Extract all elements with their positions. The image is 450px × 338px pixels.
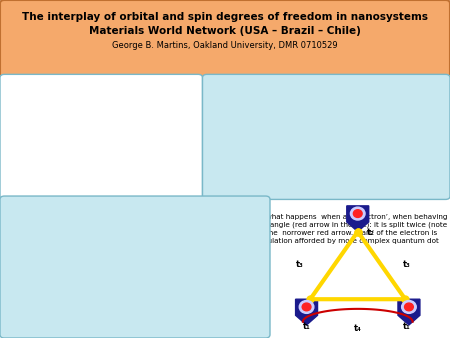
Circle shape (401, 300, 416, 313)
Text: t₁: t₁ (403, 322, 411, 332)
B=0.0 (15, 170, 21, 174)
B=0.06U (150, 131, 155, 136)
Text: : results at left show the effect over the current going through a carbon nanotu: : results at left show the effect over t… (216, 84, 447, 137)
Text: Materials World Network (USA – Brazil – Chile): Materials World Network (USA – Brazil – … (89, 26, 361, 36)
B=0.02U (186, 177, 192, 182)
Line: B=0.06U: B=0.06U (18, 134, 189, 183)
B=0.06U (15, 180, 21, 185)
Legend: B=0.0, B=0.02U, B=0.06U: B=0.0, B=0.02U, B=0.06U (132, 86, 185, 117)
B=0.0 (58, 81, 63, 85)
Text: t₃: t₃ (296, 260, 303, 269)
B=0.0 (24, 165, 29, 169)
B=0.0 (99, 161, 104, 165)
B=0.02U (99, 173, 104, 177)
Line: B=0.0: B=0.0 (18, 83, 189, 172)
B=0.02U (57, 106, 62, 110)
X-axis label: N: N (100, 209, 107, 218)
B=0.02U (150, 126, 155, 130)
Polygon shape (347, 206, 369, 232)
B=0.02U (94, 173, 99, 177)
B=0.02U (24, 175, 29, 179)
B=0.06U (186, 180, 192, 185)
Circle shape (353, 210, 362, 217)
B=0.0 (186, 170, 192, 174)
B=0.06U (94, 178, 99, 183)
B=0.06U (24, 179, 29, 183)
B=0.06U (99, 179, 104, 183)
Text: t₄: t₄ (354, 324, 362, 333)
Text: t₃: t₃ (403, 260, 411, 269)
Text: : The figure in the right shows a cartoon of a numerical simulation  of what hap: : The figure in the right shows a cartoo… (14, 214, 448, 251)
Text: The interplay of orbital and spin degrees of freedom in nanosystems: The interplay of orbital and spin degree… (22, 12, 428, 22)
Polygon shape (296, 299, 318, 325)
B=0.0 (181, 167, 187, 171)
Text: t₁: t₁ (303, 322, 310, 332)
Circle shape (299, 300, 314, 313)
Line: B=0.02U: B=0.02U (18, 108, 189, 179)
Polygon shape (398, 299, 420, 325)
Text: J. Phys.: Condens. Matter (2009) 292203 (Fast track communication).: J. Phys.: Condens. Matter (2009) 292203 … (225, 173, 444, 178)
B=0.02U (15, 177, 21, 182)
Text: t₂: t₂ (366, 228, 374, 237)
Text: Physical Review B 80, 035119 (2009): Physical Review B 80, 035119 (2009) (14, 321, 138, 328)
B=0.06U (49, 131, 54, 136)
Circle shape (405, 303, 413, 311)
Text: George B. Martins, Oakland University, DMR 0710529: George B. Martins, Oakland University, D… (112, 41, 338, 50)
B=0.0 (94, 160, 99, 164)
B=0.06U (181, 180, 187, 184)
Circle shape (351, 207, 365, 220)
B=0.06U (181, 180, 187, 184)
Text: Small fields, big effects: Small fields, big effects (216, 80, 318, 89)
B=0.02U (181, 176, 187, 180)
Circle shape (302, 303, 311, 311)
B=0.02U (181, 176, 187, 180)
B=0.0 (181, 167, 187, 171)
Text: Splitting electrons: Splitting electrons (14, 207, 94, 216)
B=0.0 (150, 96, 155, 100)
